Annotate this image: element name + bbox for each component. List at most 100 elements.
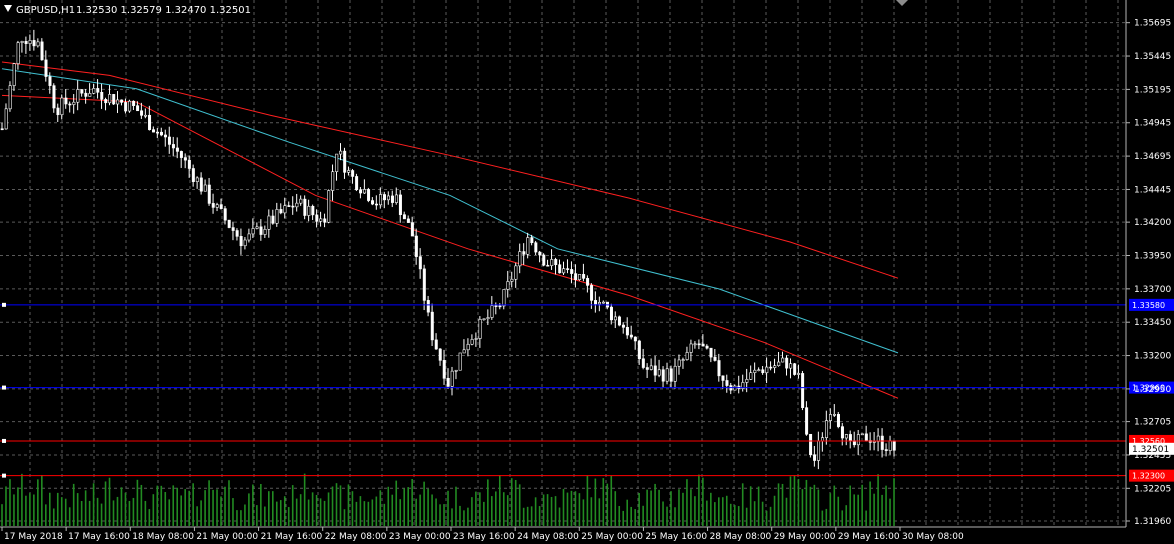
candle-body	[44, 59, 48, 77]
candle-body	[474, 338, 478, 340]
y-tick-label: 1.33450	[1134, 318, 1171, 328]
candle-body	[478, 319, 482, 339]
candle-body	[801, 373, 805, 408]
line-handle[interactable]	[2, 302, 6, 307]
candle-body	[128, 100, 132, 112]
candle-body	[617, 316, 621, 326]
candle-body	[191, 168, 195, 182]
candle-body	[283, 205, 287, 214]
candle-body	[884, 449, 888, 451]
line-handle[interactable]	[2, 438, 6, 443]
candle-body	[203, 184, 207, 192]
moving-average-line-2	[1, 68, 899, 354]
candle-body	[681, 359, 685, 361]
y-tick-label: 1.31960	[1134, 517, 1171, 527]
candle-body	[183, 157, 187, 161]
candle-body	[116, 99, 120, 105]
candle-body	[693, 343, 697, 346]
y-tick-label: 1.34945	[1134, 119, 1171, 129]
candle-body	[609, 306, 613, 321]
candle-body	[872, 441, 876, 443]
candle-body	[60, 97, 64, 116]
candle-body	[156, 131, 160, 134]
candle-body	[438, 348, 442, 361]
moving-average-line-3	[1, 94, 899, 399]
moving-averages	[1, 61, 899, 399]
candle-body	[621, 324, 625, 328]
candle-body	[625, 327, 629, 336]
candle-body	[785, 357, 789, 369]
horizontal-lines[interactable]: 1.33580 1.32960 1.32560 1.32300	[0, 298, 1174, 482]
candle-body	[120, 99, 124, 103]
x-tick-label: 24 May 08:00	[517, 532, 579, 542]
candle-body	[860, 433, 864, 436]
candle-body	[267, 215, 271, 230]
candle-body	[864, 433, 868, 441]
candle-body	[239, 236, 243, 247]
candle-body	[132, 100, 136, 106]
candle-body	[454, 369, 458, 372]
price-level-badge[interactable]	[1129, 381, 1174, 394]
candle-body	[629, 334, 633, 338]
collapse-arrow-icon[interactable]	[4, 5, 12, 12]
price-level-label: 1.33580	[1132, 301, 1165, 310]
candle-body	[16, 42, 20, 64]
candle-body	[570, 269, 574, 274]
candle-body	[677, 359, 681, 367]
line-handle[interactable]	[2, 473, 6, 478]
candle-body	[669, 368, 673, 382]
x-tick-label: 25 May 00:00	[581, 532, 643, 542]
candle-body	[379, 194, 383, 206]
candle-body	[406, 218, 410, 223]
candle-body	[20, 41, 24, 43]
volume-bars	[1, 473, 895, 526]
candle-body	[243, 239, 247, 247]
y-tick-label: 1.34695	[1134, 152, 1171, 162]
x-tick-label: 28 May 08:00	[710, 532, 772, 542]
candle-body	[482, 318, 486, 321]
candle-body	[227, 219, 231, 228]
candle-body	[171, 144, 175, 149]
candle-body	[590, 285, 594, 301]
candle-body	[550, 259, 554, 266]
candle-body	[566, 268, 570, 270]
candle-body	[231, 227, 235, 231]
price-level-label: 1.32560	[1132, 437, 1165, 446]
candle-body	[88, 93, 92, 97]
x-tick-label: 17 May 16:00	[68, 532, 130, 542]
candle-body	[661, 369, 665, 382]
candle-body	[649, 365, 653, 370]
line-handle[interactable]	[2, 385, 6, 390]
symbol-label: GBPUSD,H1	[16, 5, 75, 16]
candle-body	[56, 107, 60, 116]
price-level-badge[interactable]	[1129, 298, 1174, 311]
price-level-badge[interactable]	[1129, 469, 1174, 482]
candle-body	[637, 340, 641, 360]
candle-body	[546, 264, 550, 267]
candle-body	[136, 105, 140, 112]
x-tick-label: 21 May 00:00	[196, 532, 258, 542]
candle-body	[717, 360, 721, 377]
candle-body	[733, 385, 737, 391]
candle-body	[805, 407, 809, 435]
candle-body	[414, 235, 418, 257]
candle-body	[514, 265, 518, 280]
candle-body	[12, 63, 16, 86]
candle-body	[64, 97, 68, 105]
price-level-label: 1.32300	[1132, 472, 1165, 481]
candle-body	[697, 343, 701, 346]
candle-body	[689, 343, 693, 353]
candle-body	[781, 357, 785, 363]
candle-body	[259, 226, 263, 235]
candle-body	[685, 352, 689, 360]
candle-body	[100, 91, 104, 100]
candle-body	[287, 205, 291, 207]
candle-body	[578, 274, 582, 281]
candle-body	[502, 289, 506, 307]
candle-body	[402, 214, 406, 220]
y-tick-label: 1.33200	[1134, 352, 1171, 362]
shift-marker-icon[interactable]	[896, 0, 908, 6]
candle-body	[72, 101, 76, 105]
